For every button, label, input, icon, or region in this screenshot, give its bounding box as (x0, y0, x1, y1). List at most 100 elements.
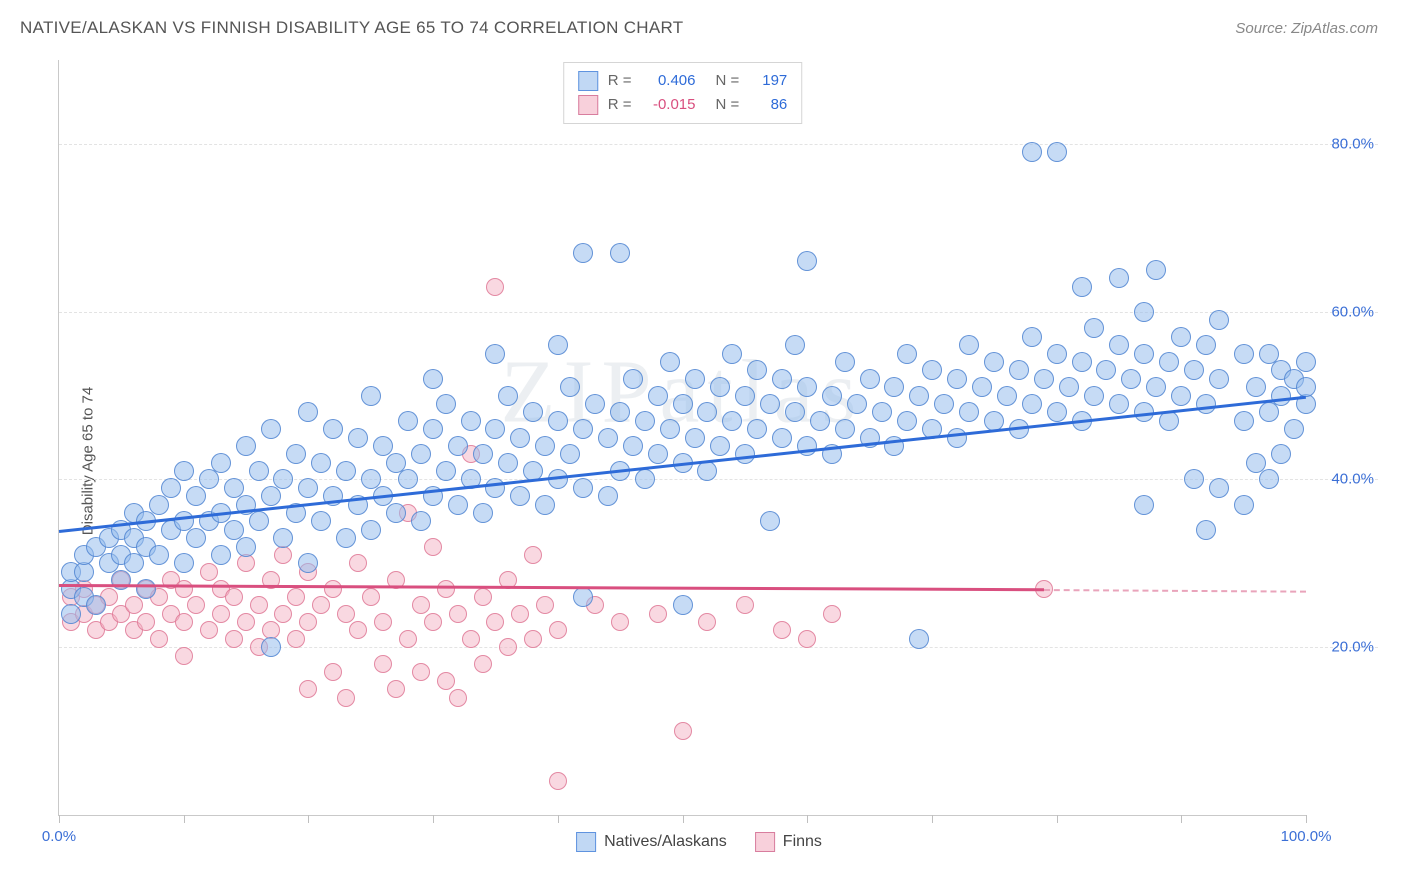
data-point (474, 655, 492, 673)
data-point (524, 546, 542, 564)
data-point (286, 444, 306, 464)
data-point (823, 605, 841, 623)
data-point (635, 469, 655, 489)
data-point (510, 486, 530, 506)
data-point (785, 335, 805, 355)
data-point (411, 444, 431, 464)
data-point (1171, 386, 1191, 406)
data-point (249, 511, 269, 531)
data-point (947, 369, 967, 389)
data-point (485, 344, 505, 364)
data-point (573, 587, 593, 607)
data-point (747, 360, 767, 380)
data-point (186, 486, 206, 506)
data-point (972, 377, 992, 397)
data-point (660, 419, 680, 439)
data-point (1196, 335, 1216, 355)
data-point (473, 444, 493, 464)
data-point (685, 428, 705, 448)
data-point (872, 402, 892, 422)
data-point (499, 638, 517, 656)
data-point (997, 386, 1017, 406)
data-point (536, 596, 554, 614)
data-point (1072, 277, 1092, 297)
data-point (361, 386, 381, 406)
data-point (685, 369, 705, 389)
data-point (722, 411, 742, 431)
data-point (549, 621, 567, 639)
data-point (710, 436, 730, 456)
data-point (174, 461, 194, 481)
x-tick (59, 815, 60, 823)
data-point (312, 596, 330, 614)
data-point (909, 629, 929, 649)
data-point (236, 537, 256, 557)
data-point (149, 545, 169, 565)
y-tick-label: 80.0% (1331, 135, 1374, 152)
data-point (798, 630, 816, 648)
data-point (959, 335, 979, 355)
data-point (1196, 394, 1216, 414)
data-point (298, 478, 318, 498)
plot-area: ZIPatlas R = 0.406 N = 197 R = -0.015 N … (58, 60, 1306, 816)
data-point (548, 335, 568, 355)
data-point (411, 511, 431, 531)
data-point (984, 352, 1004, 372)
data-point (423, 419, 443, 439)
data-point (535, 436, 555, 456)
data-point (175, 647, 193, 665)
data-point (211, 453, 231, 473)
data-point (1209, 310, 1229, 330)
data-point (722, 344, 742, 364)
data-point (261, 486, 281, 506)
data-point (1209, 369, 1229, 389)
data-point (361, 520, 381, 540)
data-point (1109, 394, 1129, 414)
data-point (697, 461, 717, 481)
data-point (548, 411, 568, 431)
data-point (710, 377, 730, 397)
data-point (1109, 335, 1129, 355)
data-point (934, 394, 954, 414)
data-point (1271, 386, 1291, 406)
data-point (161, 478, 181, 498)
data-point (485, 419, 505, 439)
data-point (136, 579, 156, 599)
data-point (349, 621, 367, 639)
data-point (1034, 369, 1054, 389)
x-tick (1057, 815, 1058, 823)
legend-item-natives: Natives/Alaskans (576, 832, 727, 852)
x-tick (558, 815, 559, 823)
data-point (747, 419, 767, 439)
data-point (1209, 478, 1229, 498)
data-point (261, 637, 281, 657)
data-point (735, 386, 755, 406)
data-point (462, 630, 480, 648)
data-point (598, 428, 618, 448)
swatch-icon (578, 71, 598, 91)
data-point (660, 352, 680, 372)
data-point (835, 419, 855, 439)
y-tick-label: 20.0% (1331, 639, 1374, 656)
swatch-icon (576, 832, 596, 852)
trend-line (59, 396, 1306, 533)
data-point (560, 444, 580, 464)
legend-item-finns: Finns (755, 832, 822, 852)
data-point (175, 580, 193, 598)
data-point (922, 360, 942, 380)
data-point (1134, 495, 1154, 515)
data-point (1084, 318, 1104, 338)
data-point (573, 419, 593, 439)
data-point (585, 394, 605, 414)
data-point (909, 386, 929, 406)
x-tick (807, 815, 808, 823)
data-point (461, 411, 481, 431)
data-point (1159, 352, 1179, 372)
data-point (1022, 327, 1042, 347)
data-point (111, 570, 131, 590)
data-point (336, 528, 356, 548)
data-point (200, 563, 218, 581)
data-point (386, 503, 406, 523)
data-point (598, 486, 618, 506)
data-point (61, 604, 81, 624)
